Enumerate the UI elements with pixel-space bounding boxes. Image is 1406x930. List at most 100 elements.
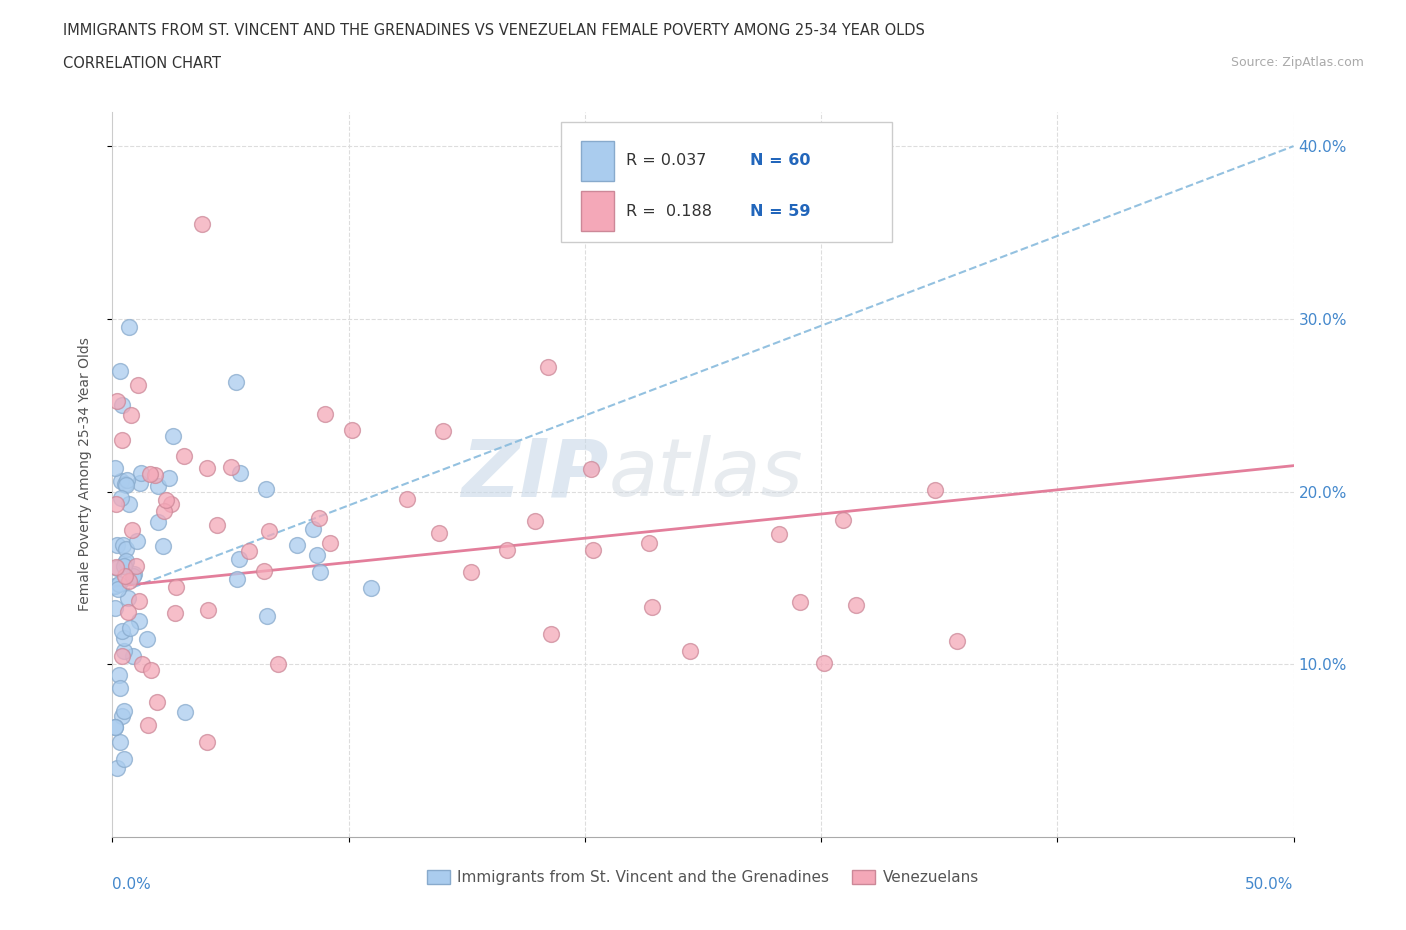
- Point: [427, 525, 450, 540]
- Point: [105, 393, 128, 408]
- Point: [924, 482, 946, 497]
- Point: [118, 620, 141, 635]
- Point: [104, 719, 127, 734]
- Point: [138, 467, 160, 482]
- Point: [638, 536, 661, 551]
- Point: [256, 608, 278, 623]
- Point: [460, 565, 482, 579]
- Point: [318, 535, 340, 550]
- Point: [118, 574, 141, 589]
- FancyBboxPatch shape: [561, 123, 891, 242]
- Point: [115, 478, 138, 493]
- Point: [432, 424, 454, 439]
- Text: N = 59: N = 59: [751, 205, 811, 219]
- Point: [305, 547, 328, 562]
- Point: [128, 593, 150, 608]
- Point: [789, 594, 811, 609]
- Point: [111, 432, 134, 447]
- Point: [107, 577, 129, 591]
- Point: [114, 541, 136, 556]
- Point: [114, 568, 136, 583]
- Point: [146, 478, 169, 493]
- Point: [108, 681, 131, 696]
- Point: [111, 649, 134, 664]
- Point: [105, 538, 128, 552]
- Point: [118, 320, 141, 335]
- Point: [110, 490, 132, 505]
- Point: [110, 624, 132, 639]
- Y-axis label: Female Poverty Among 25-34 Year Olds: Female Poverty Among 25-34 Year Olds: [77, 338, 91, 611]
- Point: [122, 649, 145, 664]
- Point: [129, 476, 152, 491]
- Point: [228, 551, 250, 566]
- Point: [173, 448, 195, 463]
- Point: [153, 504, 176, 519]
- Point: [127, 378, 149, 392]
- Point: [105, 497, 128, 512]
- Point: [254, 482, 277, 497]
- Point: [285, 538, 308, 552]
- Point: [104, 560, 127, 575]
- Text: R = 0.037: R = 0.037: [626, 153, 707, 168]
- Point: [219, 459, 242, 474]
- Point: [114, 553, 136, 568]
- Point: [165, 579, 187, 594]
- Point: [229, 465, 252, 480]
- Point: [114, 476, 136, 491]
- Point: [112, 644, 135, 658]
- Text: 0.0%: 0.0%: [112, 877, 152, 892]
- Point: [302, 522, 325, 537]
- Point: [678, 644, 700, 658]
- Point: [104, 720, 127, 735]
- Point: [115, 472, 138, 487]
- Point: [395, 491, 418, 506]
- Point: [496, 543, 519, 558]
- Point: [197, 602, 219, 617]
- Point: [195, 461, 218, 476]
- Point: [360, 581, 382, 596]
- Point: [162, 429, 184, 444]
- Point: [110, 473, 132, 488]
- Legend: Immigrants from St. Vincent and the Grenadines, Venezuelans: Immigrants from St. Vincent and the Gren…: [420, 864, 986, 891]
- Text: atlas: atlas: [609, 435, 803, 513]
- Point: [114, 556, 136, 571]
- Point: [125, 534, 148, 549]
- Point: [112, 538, 135, 552]
- Point: [129, 466, 152, 481]
- Point: [205, 517, 228, 532]
- Point: [253, 564, 276, 578]
- Text: ZIP: ZIP: [461, 435, 609, 513]
- Point: [121, 568, 143, 583]
- FancyBboxPatch shape: [581, 192, 614, 232]
- Point: [641, 599, 664, 614]
- Point: [195, 735, 218, 750]
- Point: [117, 591, 139, 605]
- Text: Source: ZipAtlas.com: Source: ZipAtlas.com: [1230, 56, 1364, 69]
- Point: [108, 735, 131, 750]
- Point: [314, 406, 336, 421]
- Point: [117, 497, 139, 512]
- Point: [308, 565, 330, 579]
- Point: [768, 526, 790, 541]
- Point: [257, 524, 280, 538]
- Point: [945, 633, 967, 648]
- Point: [579, 461, 602, 476]
- FancyBboxPatch shape: [581, 140, 614, 180]
- Point: [152, 538, 174, 553]
- Point: [104, 460, 127, 475]
- Point: [146, 515, 169, 530]
- Point: [111, 398, 134, 413]
- Point: [112, 703, 135, 718]
- Text: 50.0%: 50.0%: [1246, 877, 1294, 892]
- Point: [128, 614, 150, 629]
- Point: [537, 359, 560, 374]
- Point: [523, 513, 546, 528]
- Point: [108, 364, 131, 379]
- Point: [832, 513, 855, 528]
- Point: [112, 559, 135, 574]
- Point: [143, 468, 166, 483]
- Point: [117, 604, 139, 619]
- Point: [163, 605, 186, 620]
- Point: [540, 627, 562, 642]
- Point: [342, 423, 364, 438]
